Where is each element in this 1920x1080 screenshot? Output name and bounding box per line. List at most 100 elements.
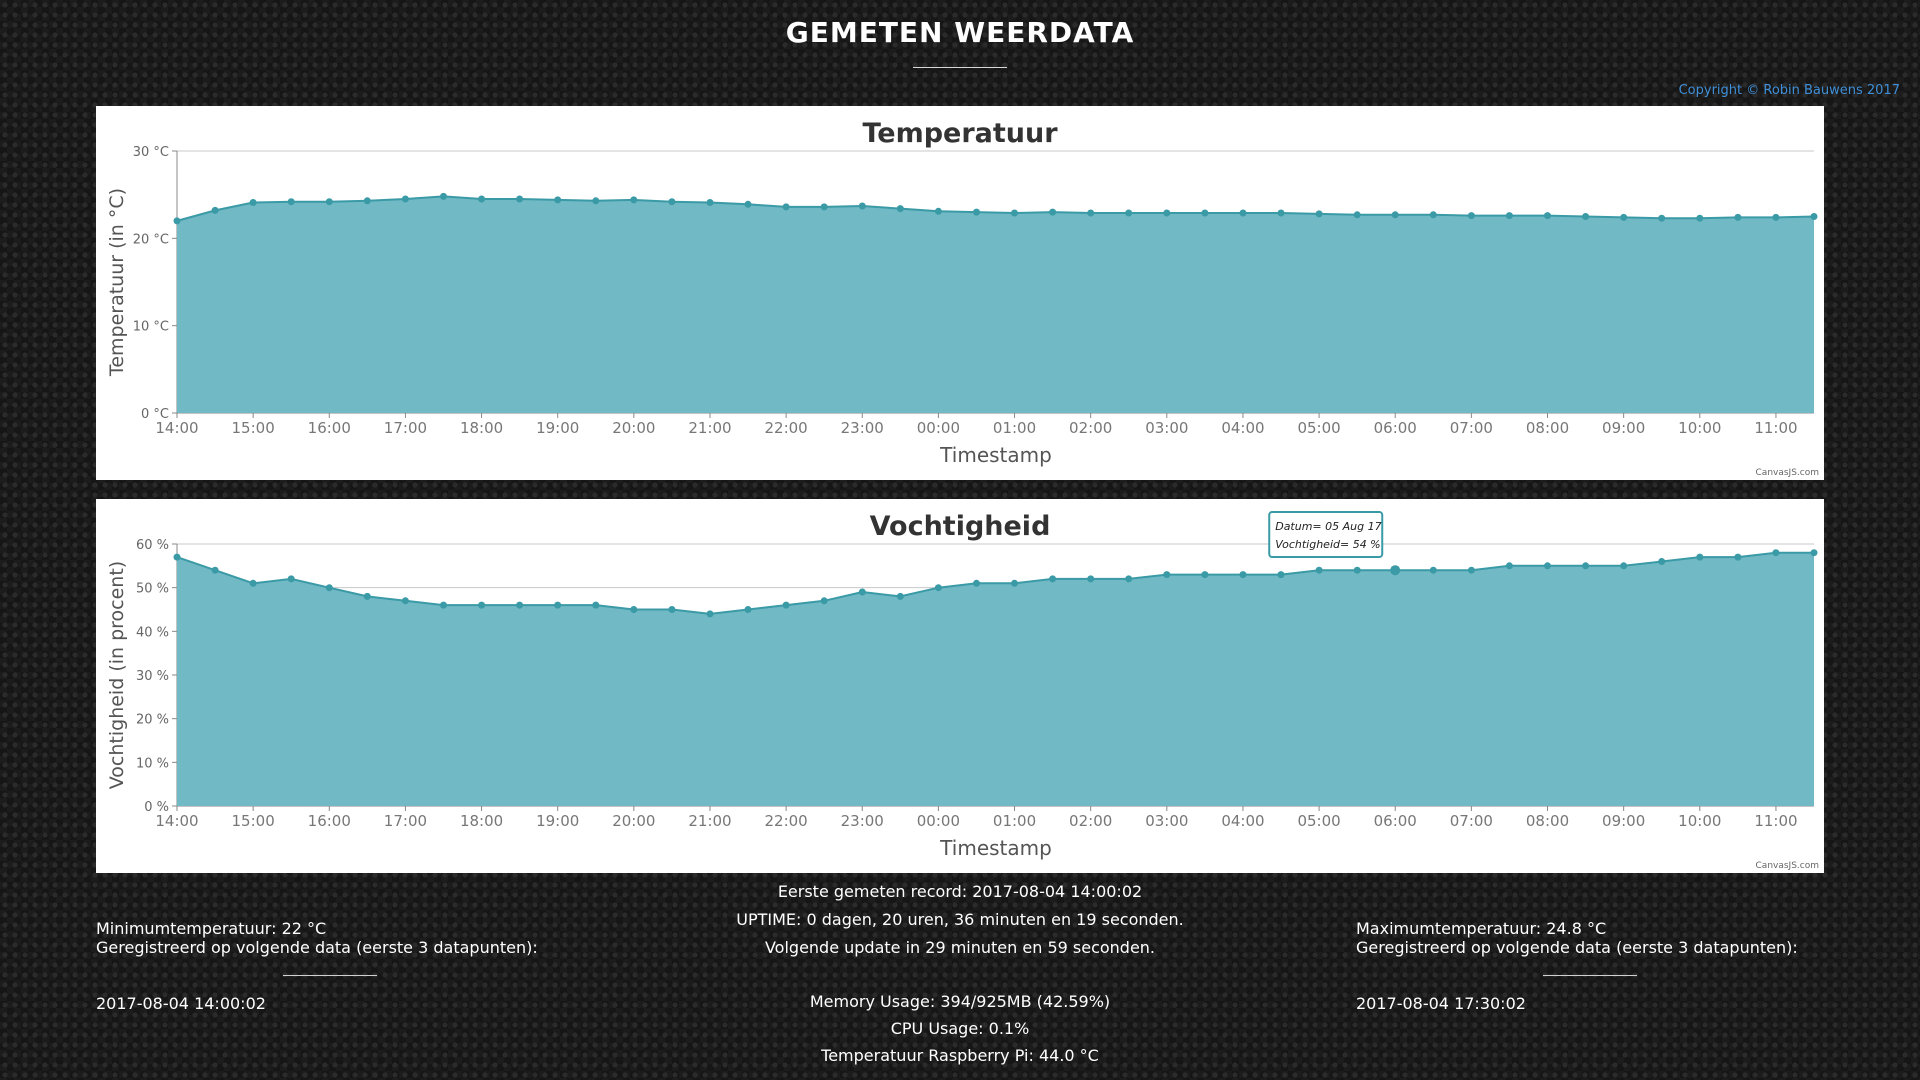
y-tick-label: 20 %	[136, 713, 169, 728]
y-tick-label: 10 %	[136, 756, 169, 771]
data-point	[706, 610, 714, 618]
data-point	[1810, 549, 1818, 557]
data-point	[1125, 575, 1133, 583]
data-point	[1163, 209, 1171, 217]
data-point	[173, 553, 181, 561]
series-line	[176, 551, 1814, 615]
data-point	[478, 601, 486, 609]
data-point	[1467, 566, 1475, 574]
data-point	[973, 579, 980, 587]
data-point	[1772, 213, 1780, 221]
x-tick-label: 10:00	[1678, 419, 1721, 437]
data-point	[1505, 212, 1513, 220]
data-point	[1696, 553, 1704, 561]
data-point	[1391, 211, 1399, 219]
data-point	[249, 579, 257, 587]
data-point	[1315, 566, 1323, 574]
data-point	[896, 592, 904, 600]
x-tick-label: 05:00	[1297, 419, 1340, 437]
data-point	[211, 566, 219, 574]
x-tick-label: 06:00	[1374, 812, 1417, 830]
y-tick-label: 60 %	[136, 538, 169, 553]
x-tick-label: 21:00	[688, 812, 731, 830]
x-tick-label: 00:00	[917, 812, 960, 830]
data-point	[440, 192, 447, 200]
tooltip-line-2: Vochtigheid= 54 %	[1275, 538, 1380, 551]
data-point	[1239, 209, 1247, 217]
first-record-text: Eerste gemeten record: 2017-08-04 14:00:…	[777, 882, 1143, 901]
data-point	[1049, 208, 1057, 216]
data-point	[706, 199, 714, 206]
data-point	[1772, 549, 1780, 557]
data-point	[1467, 212, 1475, 220]
x-axis-label: Timestamp	[939, 443, 1052, 467]
data-point	[1277, 571, 1285, 579]
data-point	[1544, 562, 1551, 570]
data-point	[516, 195, 524, 203]
x-tick-label: 00:00	[917, 419, 960, 437]
data-point	[325, 584, 333, 592]
data-point	[1734, 213, 1742, 221]
memory-usage-text: Memory Usage: 394/925MB (42.59%)	[809, 992, 1111, 1011]
data-point	[1049, 575, 1057, 583]
copyright-text: Copyright © Robin Bauwens 2017	[1678, 83, 1900, 98]
y-tick-label: 40 %	[136, 625, 169, 640]
chart-title: Temperatuur	[862, 118, 1058, 149]
x-tick-label: 16:00	[308, 419, 351, 437]
stats-top: Eerste gemeten record: 2017-08-04 14:00:…	[620, 882, 1300, 957]
x-tick-label: 03:00	[1145, 812, 1188, 830]
data-point	[1505, 562, 1513, 570]
x-tick-label: 04:00	[1221, 419, 1264, 437]
x-tick-label: 15:00	[232, 419, 275, 437]
system-stats: Memory Usage: 394/925MB (42.59%) CPU Usa…	[620, 992, 1300, 1065]
x-tick-label: 08:00	[1526, 812, 1569, 830]
data-point	[325, 198, 333, 206]
canvasjs-credit: CanvasJS.com	[1756, 468, 1819, 478]
data-point	[1544, 212, 1551, 220]
max-temp-block: Maximumtemperatuur: 24.8 °C Geregistreer…	[1356, 919, 1798, 957]
temperature-chart[interactable]: Temperatuur 0 °C 10 °C 20 °C 30 °C 14:00 15:00…	[96, 106, 1824, 480]
data-point	[1087, 575, 1095, 583]
next-update-text: Volgende update in 29 minuten en 59 seco…	[764, 938, 1156, 957]
x-axis-label: Timestamp	[939, 836, 1052, 860]
data-point	[1620, 213, 1628, 221]
x-tick-label: 21:00	[688, 419, 731, 437]
min-temp-block: Minimumtemperatuur: 22 °C Geregistreerd …	[96, 919, 538, 957]
data-point	[1582, 213, 1590, 220]
data-point	[1315, 210, 1323, 218]
humidity-chart[interactable]: Vochtigheid 0 % 10 % 20 % 30 % 40 % 50 % 60 % 14…	[96, 499, 1824, 873]
data-point	[782, 203, 790, 211]
data-point	[1429, 566, 1437, 574]
data-point	[630, 196, 638, 204]
x-tick-label: 19:00	[536, 419, 579, 437]
x-tick-label: 06:00	[1374, 419, 1417, 437]
data-point	[363, 592, 371, 600]
data-point	[820, 203, 828, 211]
data-point	[1277, 209, 1285, 217]
data-point	[1658, 558, 1666, 565]
data-point	[287, 198, 295, 206]
data-point	[934, 207, 942, 215]
uptime-text: UPTIME: 0 dagen, 20 uren, 36 minuten en …	[736, 910, 1184, 929]
x-tick-label: 22:00	[764, 419, 807, 437]
data-point	[1011, 579, 1018, 587]
min-temp-label: Minimumtemperatuur: 22 °C	[96, 919, 327, 938]
data-point	[478, 195, 486, 203]
data-point	[401, 597, 409, 605]
data-point	[1011, 209, 1018, 217]
data-point	[401, 195, 409, 203]
data-point	[668, 198, 676, 206]
data-point	[630, 606, 638, 613]
tooltip-box	[1268, 511, 1384, 558]
y-tick-label: 0 %	[144, 800, 169, 815]
data-point	[1696, 214, 1704, 222]
cpu-usage-text: CPU Usage: 0.1%	[890, 1019, 1030, 1038]
data-point	[1734, 553, 1742, 561]
data-point	[1125, 209, 1133, 217]
data-point	[1201, 209, 1209, 217]
x-tick-label: 10:00	[1678, 812, 1721, 830]
x-tick-label: 23:00	[841, 812, 884, 830]
x-tick-label: 15:00	[232, 812, 275, 830]
data-point	[363, 197, 371, 205]
data-point	[1353, 211, 1361, 219]
